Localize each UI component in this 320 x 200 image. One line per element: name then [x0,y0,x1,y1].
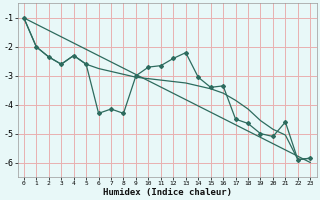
X-axis label: Humidex (Indice chaleur): Humidex (Indice chaleur) [103,188,232,197]
